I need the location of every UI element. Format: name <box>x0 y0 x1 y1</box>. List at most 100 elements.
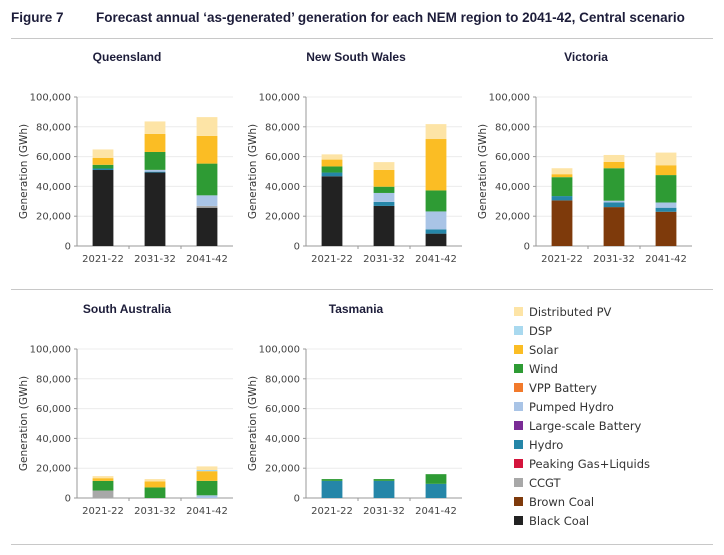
bar-segment-distributed-pv: Distributed PV 2021-22: 5600 <box>92 149 114 158</box>
bar-segment-pumped-hydro: Pumped Hydro 2041-42: 3500 <box>655 202 677 208</box>
legend-label: Brown Coal <box>529 494 595 509</box>
bar-segment-hydro: Hydro 2031-32: 600 <box>144 171 166 173</box>
bar-segment-distributed-pv: Distributed PV 2031-32: 1600 <box>144 479 166 482</box>
bar-segment-wind: Wind 2031-32: 21800 <box>603 168 625 201</box>
legend-label: CCGT <box>529 475 561 490</box>
legend-item: Wind <box>514 359 650 378</box>
bar-segment-hydro: Hydro 2021-22: 1000 <box>92 168 114 171</box>
bar-segment-pumped-hydro: Pumped Hydro 2041-42: 7100 <box>196 195 218 206</box>
x-tick-label: 2031-32 <box>363 506 405 517</box>
legend-label: DSP <box>529 323 553 338</box>
bar-segment-dsp: DSP 2041-42: 800 <box>196 469 218 472</box>
panel-title: Tasmania <box>328 302 384 316</box>
legend-swatch <box>514 326 523 335</box>
x-tick-label: 2041-42 <box>186 254 228 265</box>
bar-segment-hydro: Hydro 2041-42: 2900 <box>425 229 447 234</box>
y-tick-label: 20,000 <box>495 212 530 223</box>
bar-segment-pumped-hydro: Pumped Hydro 2041-42: 1800 <box>196 495 218 498</box>
header-divider <box>11 38 713 39</box>
legend-swatch <box>514 421 523 430</box>
bar-segment-wind: Wind 2041-42: 21300 <box>196 163 218 196</box>
x-tick-label: 2021-22 <box>311 254 353 265</box>
panel-title: South Australia <box>82 302 172 316</box>
x-tick-label: 2041-42 <box>415 506 457 517</box>
figure-header: Figure 7 Forecast annual ‘as-generated’ … <box>11 10 721 32</box>
bar-segment-hydro: Hydro 2021-22: 2900 <box>551 196 573 201</box>
legend-item: Brown Coal <box>514 492 650 511</box>
y-tick-label: 20,000 <box>265 212 300 223</box>
figure-number: Figure 7 <box>11 10 64 25</box>
y-tick-label: 20,000 <box>265 464 300 475</box>
legend-swatch <box>514 364 523 373</box>
bar-segment-wind: Wind 2021-22: 1200 <box>321 479 343 481</box>
bar-segment-brown-coal: Brown Coal 2041-42: 23000 <box>655 211 677 246</box>
chart-svg: 0 20,000 40,000 60,000 80,000 100,000 Generati… <box>477 93 692 265</box>
bar-segment-solar: Solar 2041-42: 34500 <box>425 139 447 191</box>
bar-segment-ccgt: CCGT 2021-22: 5000 <box>92 490 114 498</box>
y-tick-label: 0 <box>524 242 530 253</box>
footer-divider <box>11 544 713 545</box>
bar-segment-distributed-pv: Distributed PV 2041-42: 2400 <box>196 466 218 470</box>
panel-queensland: Queensland 0 20,000 40,000 60,000 80,000 100,… <box>11 50 243 270</box>
bar-segment-solar: Solar 2031-32: 12100 <box>144 133 166 152</box>
y-axis-label: Generation (GWh) <box>247 124 259 219</box>
bar-segment-wind: Wind 2021-22: 4100 <box>321 166 343 173</box>
bar-segment-black-coal: Black Coal 2031-32: 49300 <box>144 172 166 246</box>
y-tick-label: 40,000 <box>36 182 71 193</box>
x-tick-label: 2031-32 <box>134 506 176 517</box>
bar-segment-hydro: Hydro 2041-42: 2700 <box>655 207 677 212</box>
x-tick-label: 2031-32 <box>363 254 405 265</box>
bar-segment-distributed-pv: Distributed PV 2021-22: 3500 <box>321 154 343 160</box>
y-tick-label: 40,000 <box>495 182 530 193</box>
bar-segment-distributed-pv: Distributed PV 2031-32: 4600 <box>603 154 625 162</box>
bar-segment-wind: Wind 2031-32: 12000 <box>144 151 166 170</box>
bar-segment-pumped-hydro: Pumped Hydro 2031-32: 1200 <box>144 169 166 172</box>
bar-segment-ccgt: CCGT 2041-42: 1200 <box>196 205 218 208</box>
legend-swatch <box>514 440 523 449</box>
legend-label: Pumped Hydro <box>529 399 614 414</box>
bar-segment-distributed-pv: Distributed PV 2041-42: 10000 <box>425 124 447 140</box>
bar-segment-distributed-pv: Distributed PV 2031-32: 8400 <box>144 121 166 134</box>
legend-swatch <box>514 383 523 392</box>
legend-swatch <box>514 459 523 468</box>
legend-label: Wind <box>529 361 558 376</box>
x-tick-label: 2021-22 <box>82 506 124 517</box>
legend-label: Solar <box>529 342 559 357</box>
bar-segment-wind: Wind 2041-42: 14100 <box>425 190 447 212</box>
chart-svg: 0 20,000 40,000 60,000 80,000 100,000 Generati… <box>247 93 462 265</box>
y-tick-label: 100,000 <box>259 345 300 356</box>
bar-segment-wind: Wind 2031-32: 4200 <box>373 186 395 193</box>
x-tick-label: 2041-42 <box>186 506 228 517</box>
y-tick-label: 80,000 <box>495 122 530 133</box>
y-tick-label: 100,000 <box>259 93 300 104</box>
chart-svg: 0 20,000 40,000 60,000 80,000 100,000 Generati… <box>18 345 233 517</box>
bar-segment-black-coal: Black Coal 2031-32: 26900 <box>373 205 395 246</box>
y-tick-label: 60,000 <box>495 152 530 163</box>
legend-label: Peaking Gas+Liquids <box>529 456 651 471</box>
bar-segment-hydro: Hydro 2021-22: 11500 <box>321 480 343 498</box>
x-tick-label: 2021-22 <box>82 254 124 265</box>
legend-item: Solar <box>514 340 650 359</box>
panel-title: Victoria <box>564 50 608 64</box>
chart-svg: 0 20,000 40,000 60,000 80,000 100,000 Generati… <box>247 345 462 517</box>
bar-segment-wind: Wind 2041-42: 18400 <box>655 175 677 203</box>
y-tick-label: 60,000 <box>36 152 71 163</box>
y-tick-label: 100,000 <box>489 93 530 104</box>
y-tick-label: 40,000 <box>265 434 300 445</box>
bar-segment-solar: Solar 2031-32: 4300 <box>603 161 625 169</box>
legend-swatch <box>514 478 523 487</box>
y-tick-label: 40,000 <box>265 182 300 193</box>
legend-item: VPP Battery <box>514 378 650 397</box>
bar-segment-wind: Wind 2021-22: 6500 <box>92 480 114 491</box>
legend-swatch <box>514 345 523 354</box>
x-tick-label: 2041-42 <box>415 254 457 265</box>
x-tick-label: 2031-32 <box>593 254 635 265</box>
x-tick-label: 2031-32 <box>134 254 176 265</box>
panel-south-australia: South Australia 0 20,000 40,000 60,000 80,00… <box>11 302 243 522</box>
y-tick-label: 80,000 <box>265 122 300 133</box>
legend: Distributed PV DSP Solar Wind VPP Battery Pum… <box>514 302 650 530</box>
bar-segment-wind: Wind 2041-42: 9700 <box>196 480 218 496</box>
y-axis-label: Generation (GWh) <box>18 124 30 219</box>
bar-segment-hydro: Hydro 2031-32: 3100 <box>603 202 625 208</box>
bar-segment-solar: Solar 2041-42: 18600 <box>196 135 218 164</box>
